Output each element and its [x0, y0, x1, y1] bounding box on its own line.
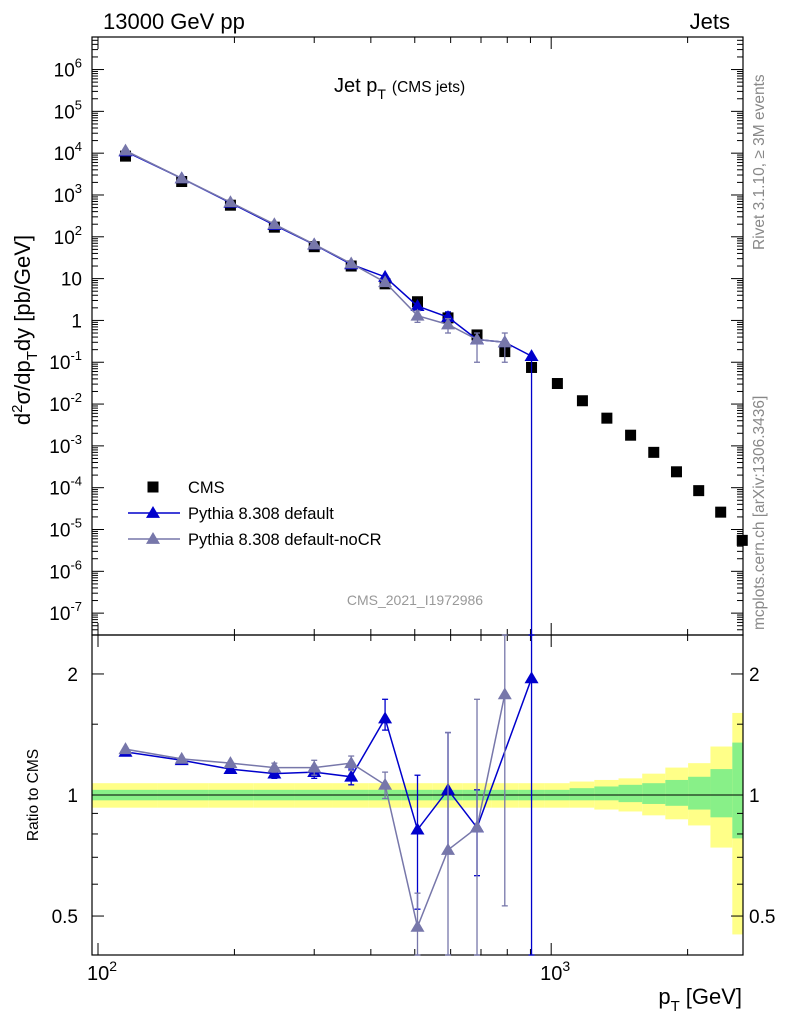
ratio-y-tick-label-right: 0.5 — [749, 907, 775, 928]
ratio-data-point — [441, 842, 456, 855]
y-tick-label: 10-3 — [49, 432, 82, 458]
mc-data-point — [441, 317, 456, 330]
y-tick-label: 1 — [71, 311, 82, 332]
uncertainty-band-green — [688, 776, 711, 810]
ratio-data-point — [497, 687, 512, 700]
ratio-y-tick-label: 0.5 — [52, 907, 78, 928]
cms-data-point — [693, 485, 705, 497]
ratio-data-point — [344, 756, 359, 769]
cms-data-point — [715, 506, 727, 518]
y-tick-label: 10-6 — [49, 557, 82, 583]
y-tick-label: 10-1 — [49, 348, 82, 374]
mc-data-point — [410, 299, 425, 312]
y-tick-label: 106 — [54, 56, 82, 82]
y-tick-label: 10 — [61, 270, 82, 291]
legend-marker-cms — [147, 481, 159, 493]
ratio-data-point — [378, 711, 393, 724]
y-tick-label: 102 — [54, 223, 82, 249]
chart-title: Jet pT (CMS jets) — [334, 75, 465, 102]
y-tick-label: 10-7 — [49, 599, 82, 625]
cms-data-point — [736, 534, 748, 546]
x-tick-label: 102 — [87, 958, 117, 985]
cms-data-point — [576, 395, 588, 407]
ratio-ylabel: Ratio to CMS — [25, 749, 42, 841]
uncertainty-band-green — [710, 769, 733, 818]
cms-data-point — [648, 446, 660, 458]
mc-data-point — [307, 237, 322, 250]
uncertainty-band-green — [594, 786, 619, 801]
uncertainty-band-green — [618, 784, 643, 803]
mc-data-point — [344, 256, 359, 269]
chart-title-note: (CMS jets) — [392, 79, 465, 96]
ratio-y-tick-label: 2 — [67, 665, 78, 686]
xlabel-sub: T — [671, 998, 680, 1015]
mcplots-label: mcplots.cern.ch [arXiv:1306.3436] — [751, 396, 768, 630]
ratio-data-point — [524, 671, 539, 684]
analysis-watermark: CMS_2021_I1972986 — [347, 592, 483, 608]
legend-label: Pythia 8.308 default-noCR — [188, 531, 382, 549]
legend: CMS Pythia 8.308 default Pythia 8.308 defa… — [128, 479, 382, 549]
y-tick-label: 104 — [54, 139, 82, 165]
cms-data-point — [551, 378, 563, 390]
cms-data-point — [601, 412, 613, 424]
ratio-y-tick-label-right: 2 — [749, 665, 760, 686]
legend-label: CMS — [188, 479, 225, 497]
ratio-y-tick-label: 1 — [67, 786, 78, 807]
header-left-label: 13000 GeV pp — [103, 9, 245, 34]
cms-data-point — [625, 429, 637, 441]
ratio-data-point — [174, 751, 189, 764]
main-panel: 10-7 10-6 10-5 10-4 10-3 10-2 10-1 1 10 102 103 104… — [49, 36, 748, 636]
uncertainty-band-green — [732, 742, 743, 839]
ratio-data-point — [410, 822, 425, 835]
header-right-label: Jets — [690, 9, 730, 34]
ratio-data-point — [267, 760, 282, 773]
y-tick-label: 10-5 — [49, 516, 82, 542]
ratio-y-tick-label-right: 1 — [749, 786, 760, 807]
xlabel-main: p — [658, 984, 670, 1009]
main-ylabel: d2σ/dpTdy [pb/GeV] — [9, 235, 41, 425]
legend-marker-triangle — [146, 506, 160, 518]
ratio-data-point — [344, 769, 359, 782]
chart-title-sub: T — [377, 86, 386, 102]
legend-label: Pythia 8.308 default — [188, 505, 334, 523]
ratio-data-point — [410, 919, 425, 932]
legend-marker-triangle — [146, 532, 160, 544]
ratio-data-point — [470, 820, 485, 833]
xlabel-unit: [GeV] — [686, 984, 742, 1009]
x-tick-label: 103 — [540, 958, 570, 985]
ratio-data-point — [307, 760, 322, 773]
mc-data-point — [223, 195, 238, 208]
mc-data-point — [441, 310, 456, 323]
mc-data-point — [497, 335, 512, 348]
ratio-data-point — [378, 777, 393, 790]
rivet-label: Rivet 3.1.10, ≥ 3M events — [751, 74, 768, 250]
uncertainty-band-green — [642, 783, 666, 804]
mc-data-point — [378, 275, 393, 288]
mc-data-point — [174, 171, 189, 184]
chart-title-main: Jet p — [334, 75, 377, 97]
ratio-panel: 102 103 0.5 0.5 1 1 2 2 — [52, 634, 775, 985]
mc-data-point — [470, 332, 485, 345]
y-tick-label: 103 — [54, 181, 82, 207]
uncertainty-band-green — [665, 779, 689, 806]
mc-data-point — [410, 308, 425, 321]
mc-data-point — [118, 143, 133, 156]
y-tick-label: 10-2 — [49, 390, 82, 416]
uncertainty-band-green — [569, 788, 595, 801]
cms-data-point — [670, 466, 682, 478]
y-tick-label: 10-4 — [49, 474, 82, 500]
ratio-data-point — [223, 756, 238, 769]
y-tick-label: 105 — [54, 97, 82, 123]
ratio-data-point — [118, 742, 133, 755]
ratio-xlabel: pT [GeV] — [658, 984, 742, 1015]
mc-data-point — [267, 217, 282, 230]
mc-data-point — [524, 349, 539, 362]
